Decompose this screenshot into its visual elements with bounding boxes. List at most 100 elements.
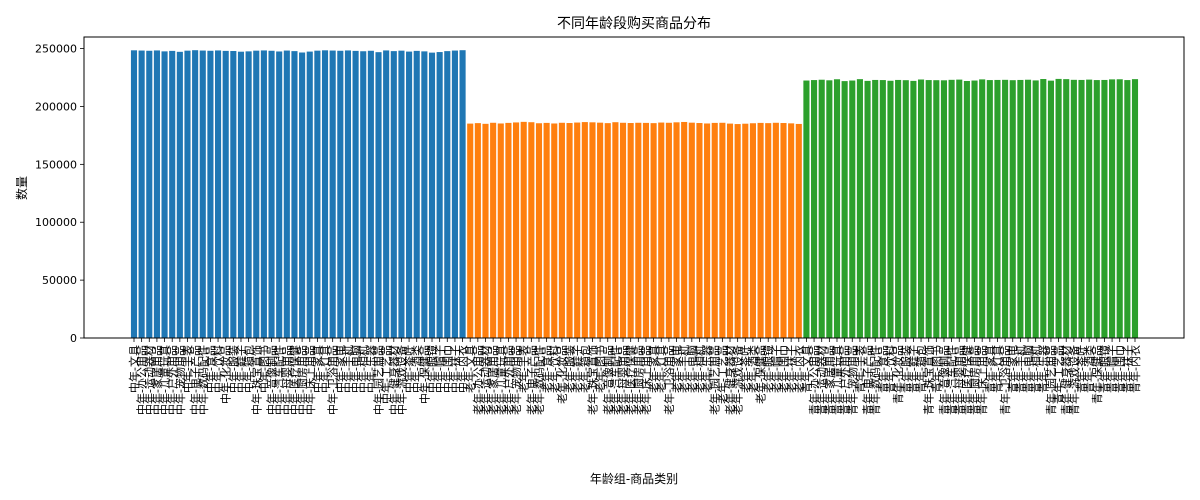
x-tick-label: 老年-手机 xyxy=(677,345,691,393)
x-tick-label: 中年-眼镜 xyxy=(425,345,439,393)
x-tick-label: 青年-内衣 xyxy=(1128,345,1142,393)
bar xyxy=(963,80,970,339)
bar xyxy=(215,50,222,339)
x-tick-label: 青年-相机 xyxy=(1029,345,1043,393)
x-tick-label: 青年-园艺用品 xyxy=(1044,345,1058,415)
x-tick-label: 青年-家居用品 xyxy=(822,345,836,415)
bar xyxy=(979,79,986,339)
x-tick-label: 青年-服装 xyxy=(899,345,913,393)
bar xyxy=(818,79,825,338)
bar xyxy=(856,79,863,338)
bar xyxy=(833,79,841,338)
x-axis-title: 年龄组-商品类别 xyxy=(590,471,678,486)
bar xyxy=(1116,79,1123,338)
x-tick-label: 中年-饮料 xyxy=(211,345,225,393)
x-tick-label: 青年-户外用品 xyxy=(838,345,852,415)
x-tick-label: 老年-内衣 xyxy=(792,345,806,393)
x-tick-label: 老年-饮料 xyxy=(547,345,561,393)
x-tick-label: 老年-酒类 xyxy=(746,345,760,393)
x-tick-label: 青年-手表 xyxy=(853,345,867,393)
y-tick-label: 100000 xyxy=(35,216,77,229)
x-tick-label: 老年-宠物用品 xyxy=(509,345,523,415)
x-tick-label: 中年-工艺品 xyxy=(379,345,393,404)
bar xyxy=(467,123,474,338)
bar xyxy=(895,79,902,338)
x-tick-label: 青年-保健品 xyxy=(1090,345,1104,404)
x-tick-label: 中年-汽车配件 xyxy=(272,345,286,415)
bar xyxy=(994,79,1001,338)
x-tick-label: 中年-箱包 xyxy=(242,345,256,393)
bar xyxy=(260,50,267,339)
bar xyxy=(169,50,176,338)
x-tick-label: 老年-厨房用品 xyxy=(631,345,645,415)
x-tick-label: 中年-围巾 xyxy=(440,345,454,393)
bar xyxy=(337,50,344,338)
x-tick-label: 老年-珠宝首饰 xyxy=(585,345,599,415)
x-tick-label: 老年-乐器 xyxy=(700,345,714,393)
bar xyxy=(306,51,313,339)
bar xyxy=(673,122,680,338)
bar xyxy=(956,79,963,338)
x-tick-label: 中年-袜子 xyxy=(448,345,462,393)
x-tick-label: 老年-电子产品 xyxy=(524,345,538,415)
bar xyxy=(619,122,627,338)
bar xyxy=(803,80,810,338)
bar xyxy=(360,51,367,339)
bar xyxy=(138,50,145,339)
bar xyxy=(849,80,856,338)
bar xyxy=(933,80,940,339)
bar xyxy=(757,122,764,339)
x-tick-label: 老年-母婴用品 xyxy=(616,345,630,415)
x-tick-label: 老年-健身器材 xyxy=(723,345,737,415)
x-tick-label: 青年-袜子 xyxy=(1120,345,1134,393)
bar xyxy=(1032,80,1039,338)
x-tick-label: 中年-酒类 xyxy=(410,345,424,393)
bar xyxy=(887,80,894,338)
bar xyxy=(612,122,619,339)
bar xyxy=(321,50,329,339)
x-tick-label: 中年-珠宝首饰 xyxy=(249,345,263,415)
y-tick-label: 0 xyxy=(70,332,77,345)
x-tick-label: 中年-医疗保健 xyxy=(287,345,301,415)
bar xyxy=(291,51,298,339)
bar xyxy=(604,123,611,338)
x-tick-label: 老年-相机 xyxy=(692,345,706,393)
bar xyxy=(329,50,336,339)
x-tick-label: 青年-床上用品 xyxy=(975,345,989,415)
bar xyxy=(704,123,711,338)
x-tick-label: 青年-工艺品 xyxy=(1052,345,1066,404)
x-tick-label: 青年-文具 xyxy=(799,345,813,393)
bar xyxy=(658,122,665,338)
bar xyxy=(1063,79,1070,338)
x-tick-label: 青年-办公用品 xyxy=(807,345,821,415)
x-tick-label: 老年-鞋子 xyxy=(570,345,584,393)
x-tick-label: 中年-数码配件 xyxy=(196,345,210,415)
bar xyxy=(490,122,497,338)
x-tick-label: 中年-家电 xyxy=(333,345,347,393)
bar xyxy=(650,123,657,338)
x-tick-label: 老年-家电 xyxy=(670,345,684,393)
bar xyxy=(184,50,191,338)
x-tick-label: 青年-家具 xyxy=(983,345,997,393)
x-tick-label: 青年-珠宝首饰 xyxy=(922,345,936,415)
bar xyxy=(879,80,886,338)
bar xyxy=(344,50,352,339)
bar xyxy=(925,80,932,338)
bar xyxy=(719,122,726,338)
bar xyxy=(421,51,428,339)
x-tick-label: 老年-卫浴用品 xyxy=(662,345,676,415)
bar xyxy=(413,50,420,338)
bar xyxy=(734,124,741,338)
bar xyxy=(910,80,917,338)
bar xyxy=(314,50,321,338)
bar xyxy=(474,123,481,338)
x-tick-label: 中年-内衣 xyxy=(456,345,470,393)
bar xyxy=(222,50,229,338)
x-tick-label: 青年-灯具 xyxy=(990,345,1004,393)
x-tick-label: 中年-音像制品 xyxy=(265,345,279,415)
bar xyxy=(253,50,260,338)
x-tick-label: 老年-运动器材 xyxy=(479,345,493,415)
bar xyxy=(1002,79,1009,338)
